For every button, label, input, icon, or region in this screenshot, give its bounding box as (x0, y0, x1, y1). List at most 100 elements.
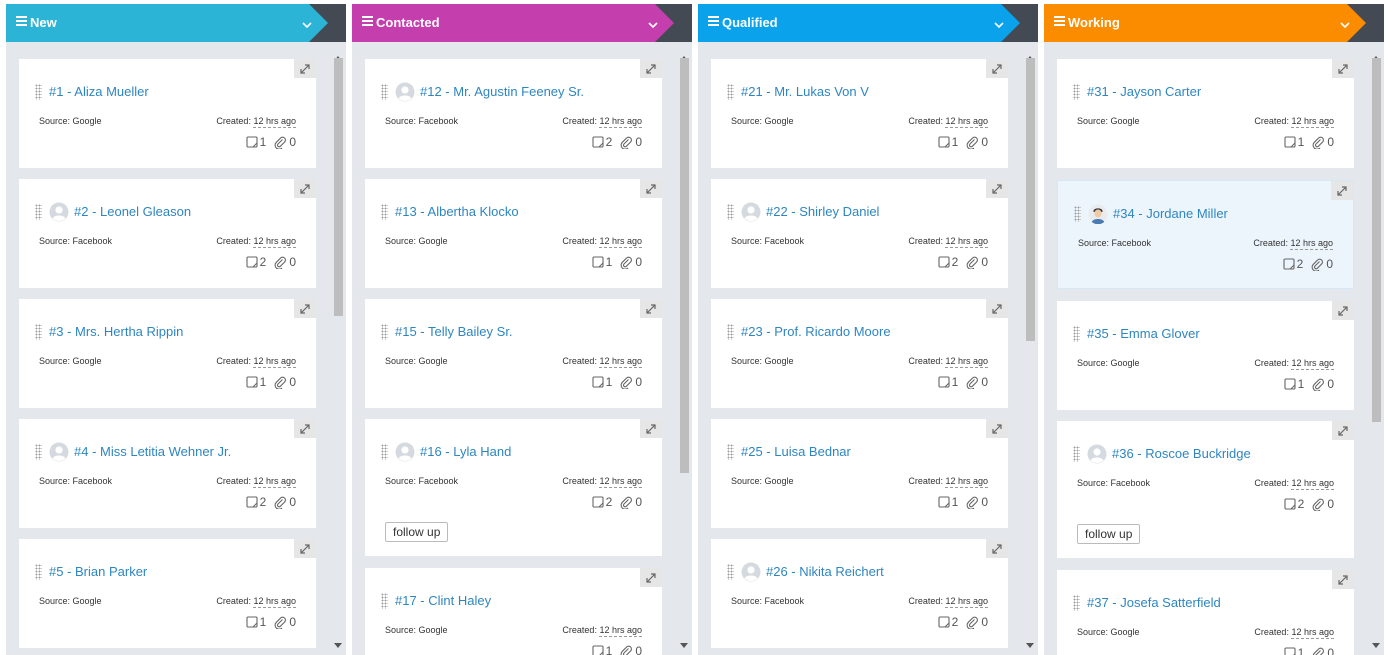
lead-title-link[interactable]: #12 - Mr. Agustin Feeney Sr. (420, 84, 585, 99)
expand-button[interactable] (986, 179, 1008, 198)
expand-button[interactable] (1331, 181, 1353, 200)
chevron-down-icon[interactable] (1340, 17, 1350, 29)
lead-card[interactable]: #3 - Mrs. Hertha Rippin Source: Google Cre… (19, 299, 316, 408)
column-header[interactable]: Working (1044, 4, 1384, 42)
tag-badge[interactable]: follow up (1077, 524, 1141, 544)
drag-handle-icon[interactable] (381, 84, 388, 100)
column-scrollbar[interactable] (678, 56, 690, 648)
lead-card[interactable]: #13 - Albertha Klocko Source: Google Creat… (365, 179, 662, 288)
scrollbar-thumb[interactable] (1372, 58, 1381, 422)
column-header[interactable]: Qualified (698, 4, 1038, 42)
lead-title-link[interactable]: #3 - Mrs. Hertha Rippin (49, 324, 184, 339)
lead-card[interactable]: #17 - Clint Haley Source: Google Created: … (365, 568, 662, 655)
hamburger-icon[interactable] (1054, 16, 1065, 26)
lead-card[interactable]: #12 - Mr. Agustin Feeney Sr. Source: Face… (365, 59, 662, 168)
lead-title-link[interactable]: #21 - Mr. Lukas Von V (741, 84, 869, 99)
drag-handle-icon[interactable] (727, 324, 734, 340)
scroll-up-icon[interactable] (1026, 48, 1034, 61)
lead-title-link[interactable]: #1 - Aliza Mueller (49, 84, 149, 99)
lead-card[interactable]: #1 - Aliza Mueller Source: Google Created:… (19, 59, 316, 168)
chevron-down-icon[interactable] (994, 17, 1004, 29)
lead-title-link[interactable]: #5 - Brian Parker (49, 564, 148, 579)
scrollbar-thumb[interactable] (1026, 58, 1035, 341)
drag-handle-icon[interactable] (727, 564, 734, 580)
lead-card[interactable]: #34 - Jordane Miller Source: Facebook Crea… (1057, 180, 1354, 289)
lead-title-link[interactable]: #15 - Telly Bailey Sr. (395, 324, 513, 339)
chevron-down-icon[interactable] (302, 17, 312, 29)
lead-title-link[interactable]: #17 - Clint Haley (395, 593, 492, 608)
expand-button[interactable] (294, 299, 316, 318)
drag-handle-icon[interactable] (381, 324, 388, 340)
lead-card[interactable]: #37 - Josefa Satterfield Source: Google Cr… (1057, 570, 1354, 655)
lead-title-link[interactable]: #26 - Nikita Reichert (766, 564, 884, 579)
lead-title-link[interactable]: #37 - Josefa Satterfield (1087, 595, 1221, 610)
scroll-up-icon[interactable] (680, 48, 688, 61)
lead-title-link[interactable]: #22 - Shirley Daniel (766, 204, 880, 219)
column-scrollbar[interactable] (1370, 56, 1382, 648)
lead-card[interactable]: #23 - Prof. Ricardo Moore Source: Google C… (711, 299, 1008, 408)
lead-card[interactable]: #4 - Miss Letitia Wehner Jr. Source: Face… (19, 419, 316, 528)
expand-button[interactable] (294, 59, 316, 78)
column-header[interactable]: Contacted (352, 4, 692, 42)
lead-title-link[interactable]: #2 - Leonel Gleason (74, 204, 192, 219)
lead-title-link[interactable]: #36 - Roscoe Buckridge (1112, 446, 1251, 461)
lead-title-link[interactable]: #16 - Lyla Hand (420, 444, 512, 459)
hamburger-icon[interactable] (16, 16, 27, 26)
drag-handle-icon[interactable] (1073, 326, 1080, 342)
drag-handle-icon[interactable] (727, 204, 734, 220)
expand-button[interactable] (986, 419, 1008, 438)
drag-handle-icon[interactable] (35, 84, 42, 100)
lead-card[interactable]: #36 - Roscoe Buckridge Source: Facebook Cr… (1057, 421, 1354, 558)
lead-card[interactable]: #15 - Telly Bailey Sr. Source: Google Crea… (365, 299, 662, 408)
drag-handle-icon[interactable] (727, 84, 734, 100)
lead-title-link[interactable]: #25 - Luisa Bednar (741, 444, 851, 459)
lead-card[interactable]: #2 - Leonel Gleason Source: Facebook Creat… (19, 179, 316, 288)
scroll-up-icon[interactable] (1372, 48, 1380, 61)
drag-handle-icon[interactable] (35, 444, 42, 460)
lead-card[interactable]: #31 - Jayson Carter Source: Google Created… (1057, 59, 1354, 168)
scroll-up-icon[interactable] (334, 48, 342, 61)
lead-card[interactable]: #5 - Brian Parker Source: Google Created: … (19, 539, 316, 648)
lead-card[interactable]: #35 - Emma Glover Source: Google Created: … (1057, 301, 1354, 410)
lead-card[interactable]: #25 - Luisa Bednar Source: Google Created:… (711, 419, 1008, 528)
expand-button[interactable] (640, 299, 662, 318)
expand-button[interactable] (640, 59, 662, 78)
drag-handle-icon[interactable] (35, 564, 42, 580)
hamburger-icon[interactable] (362, 16, 373, 26)
drag-handle-icon[interactable] (1073, 595, 1080, 611)
expand-button[interactable] (640, 568, 662, 587)
lead-title-link[interactable]: #31 - Jayson Carter (1087, 84, 1202, 99)
expand-button[interactable] (986, 539, 1008, 558)
lead-card[interactable]: #22 - Shirley Daniel Source: Facebook Crea… (711, 179, 1008, 288)
expand-button[interactable] (640, 179, 662, 198)
lead-title-link[interactable]: #35 - Emma Glover (1087, 326, 1200, 341)
lead-title-link[interactable]: #13 - Albertha Klocko (395, 204, 519, 219)
drag-handle-icon[interactable] (1074, 206, 1081, 222)
column-scrollbar[interactable] (1024, 56, 1036, 648)
expand-button[interactable] (986, 59, 1008, 78)
drag-handle-icon[interactable] (35, 324, 42, 340)
drag-handle-icon[interactable] (1073, 446, 1080, 462)
scrollbar-thumb[interactable] (680, 58, 689, 473)
expand-button[interactable] (294, 419, 316, 438)
drag-handle-icon[interactable] (381, 204, 388, 220)
lead-card[interactable]: #16 - Lyla Hand Source: Facebook Created: … (365, 419, 662, 556)
expand-button[interactable] (1332, 301, 1354, 320)
scroll-down-icon[interactable] (1026, 636, 1034, 648)
column-scrollbar[interactable] (332, 56, 344, 648)
tag-badge[interactable]: follow up (385, 522, 449, 542)
scroll-down-icon[interactable] (1372, 636, 1380, 648)
lead-title-link[interactable]: #34 - Jordane Miller (1113, 206, 1228, 221)
scroll-down-icon[interactable] (334, 636, 342, 648)
chevron-down-icon[interactable] (648, 17, 658, 29)
lead-card[interactable]: #21 - Mr. Lukas Von V Source: Google Creat… (711, 59, 1008, 168)
expand-button[interactable] (1332, 421, 1354, 440)
scrollbar-thumb[interactable] (334, 58, 343, 316)
lead-title-link[interactable]: #23 - Prof. Ricardo Moore (741, 324, 891, 339)
expand-button[interactable] (1332, 570, 1354, 589)
expand-button[interactable] (1332, 59, 1354, 78)
expand-button[interactable] (640, 419, 662, 438)
drag-handle-icon[interactable] (727, 444, 734, 460)
scroll-down-icon[interactable] (680, 636, 688, 648)
expand-button[interactable] (986, 299, 1008, 318)
